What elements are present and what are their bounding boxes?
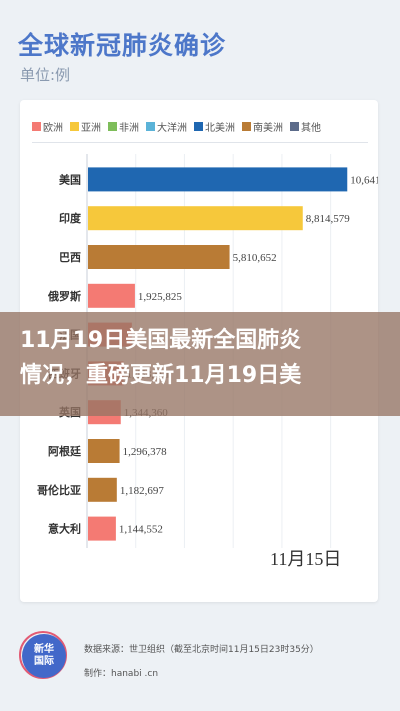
- category-label: 意大利: [48, 522, 81, 536]
- legend: 欧洲 亚洲 非洲 大洋洲 北美洲 南美洲 其他: [32, 114, 372, 138]
- legend-label: 亚洲: [81, 122, 101, 134]
- unit-label: 单位:例: [20, 66, 71, 84]
- legend-label: 非洲: [119, 122, 139, 134]
- legend-item-oceania: 大洋洲: [146, 119, 187, 134]
- bar: [88, 283, 135, 308]
- value-label: 1,182,697: [120, 485, 164, 497]
- legend-item-other: 其他: [290, 119, 321, 134]
- value-label: 1,144,552: [119, 524, 163, 536]
- logo-text-bottom: 国际: [34, 656, 54, 667]
- footer: 新华 国际 数据来源：世卫组织（截至北京时间11月15日23时35分） 制作：h…: [19, 630, 382, 690]
- bar: [88, 206, 303, 231]
- legend-item-north-america: 北美洲: [194, 119, 235, 134]
- category-label: 哥伦比亚: [37, 483, 81, 497]
- value-label: 10,641,431: [350, 174, 378, 186]
- legend-swatch: [70, 121, 79, 131]
- value-label: 1,925,825: [138, 291, 183, 303]
- legend-item-africa: 非洲: [108, 119, 139, 134]
- legend-swatch: [242, 121, 251, 131]
- value-label: 8,814,579: [306, 213, 351, 225]
- legend-item-south-america: 南美洲: [242, 119, 283, 134]
- legend-label: 北美洲: [205, 122, 235, 134]
- headline-line-1: 11月19日美国最新全国肺炎: [20, 328, 302, 353]
- category-label: 印度: [59, 211, 82, 225]
- category-label: 阿根廷: [48, 444, 82, 458]
- bar: [88, 516, 116, 541]
- category-label: 巴西: [59, 251, 81, 264]
- value-label: 1,296,378: [123, 446, 167, 458]
- chart-title: 全球新冠肺炎确诊: [18, 31, 227, 60]
- data-source-note: 数据来源：世卫组织（截至北京时间11月15日23时35分）: [84, 645, 319, 655]
- headline-line-2: 情况，重磅更新11月19日美: [20, 363, 302, 388]
- legend-item-europe: 欧洲: [32, 119, 63, 134]
- bar: [88, 439, 120, 463]
- legend-label: 大洋洲: [157, 122, 187, 134]
- headline-banner[interactable]: 11月19日美国最新全国肺炎 情况，重磅更新11月19日美: [0, 312, 400, 416]
- legend-swatch: [146, 121, 155, 131]
- value-label: 5,810,652: [233, 252, 277, 264]
- category-label: 美国: [59, 172, 81, 186]
- xinhua-logo: 新华 国际: [22, 634, 66, 678]
- legend-swatch: [108, 121, 117, 131]
- category-label: 俄罗斯: [47, 289, 81, 303]
- logo-text-top: 新华: [34, 644, 54, 655]
- producer-note: 制作：hanabi .cn: [84, 669, 159, 679]
- legend-label: 欧洲: [43, 122, 63, 134]
- legend-item-asia: 亚洲: [70, 119, 101, 134]
- legend-swatch: [290, 121, 299, 131]
- date-label: 11月15日: [270, 549, 342, 569]
- bar: [88, 167, 348, 192]
- legend-swatch: [194, 121, 203, 131]
- legend-divider: [32, 142, 368, 143]
- logo-ring: [19, 631, 67, 679]
- bar: [88, 477, 117, 502]
- legend-label: 南美洲: [253, 122, 283, 134]
- headline-text[interactable]: 11月19日美国最新全国肺炎 情况，重磅更新11月19日美: [20, 323, 390, 393]
- legend-label: 其他: [301, 122, 321, 134]
- legend-swatch: [32, 121, 41, 131]
- bar: [88, 245, 230, 269]
